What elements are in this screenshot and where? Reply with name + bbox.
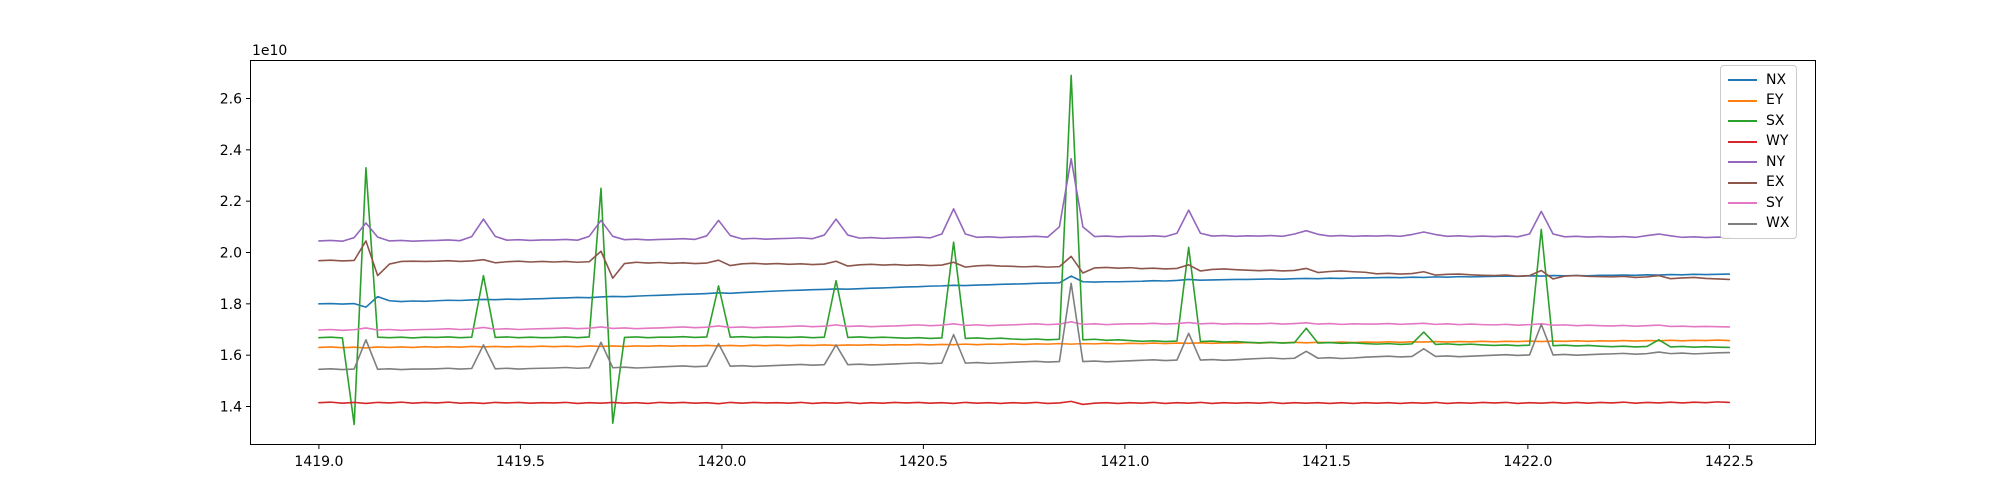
legend-label: EY	[1766, 92, 1784, 109]
y-tick-label: 2.2	[220, 194, 242, 210]
series-line-EX	[318, 240, 1731, 281]
legend: NX EY SX WY NY EX SY WX	[1720, 65, 1797, 239]
legend-entry: SY	[1728, 195, 1789, 212]
legend-label: WY	[1766, 133, 1789, 150]
legend-line-sample	[1728, 99, 1757, 102]
legend-entry: WX	[1728, 215, 1789, 232]
y-tick-label: 2.0	[220, 246, 242, 262]
legend-line-sample	[1728, 181, 1757, 184]
y-axis-offset-label: 1e10	[252, 43, 288, 59]
y-tick-label: 2.6	[220, 92, 242, 108]
axes-frame	[250, 60, 1816, 445]
legend-line-sample	[1728, 120, 1757, 123]
series-line-NY	[318, 158, 1731, 243]
series-line-SX	[318, 74, 1731, 426]
x-tick-label: 1420.5	[899, 454, 948, 470]
legend-label: SX	[1766, 112, 1785, 129]
series-line-SY	[318, 320, 1731, 332]
y-tick-label: 1.4	[220, 400, 242, 416]
legend-line-sample	[1728, 79, 1757, 82]
x-tick-label: 1421.0	[1100, 454, 1149, 470]
legend-entry: NX	[1728, 72, 1789, 89]
series-line-EY	[318, 339, 1731, 349]
legend-entry: EX	[1728, 174, 1789, 191]
legend-entry: NY	[1728, 154, 1789, 171]
legend-label: SY	[1766, 194, 1784, 211]
y-tick-label: 1.6	[220, 348, 242, 364]
series-line-NX	[318, 273, 1731, 308]
x-tick-label: 1422.5	[1705, 454, 1754, 470]
x-tick-label: 1421.5	[1302, 454, 1351, 470]
legend-line-sample	[1728, 222, 1757, 225]
x-tick-label: 1422.0	[1503, 454, 1552, 470]
legend-line-sample	[1728, 140, 1757, 143]
x-tick-label: 1419.0	[294, 454, 343, 470]
legend-label: EX	[1766, 174, 1785, 191]
legend-line-sample	[1728, 161, 1757, 164]
x-tick-label: 1419.5	[496, 454, 545, 470]
legend-label: WX	[1766, 215, 1790, 232]
legend-line-sample	[1728, 202, 1757, 205]
legend-entry: WY	[1728, 133, 1789, 150]
series-line-WX	[318, 282, 1731, 371]
x-tick-label: 1420.0	[697, 454, 746, 470]
legend-entry: SX	[1728, 113, 1789, 130]
y-tick-label: 2.4	[220, 143, 242, 159]
y-tick-label: 1.8	[220, 297, 242, 313]
series-line-WY	[318, 400, 1731, 406]
legend-entry: EY	[1728, 92, 1789, 109]
legend-label: NX	[1766, 71, 1787, 88]
legend-label: NY	[1766, 153, 1786, 170]
